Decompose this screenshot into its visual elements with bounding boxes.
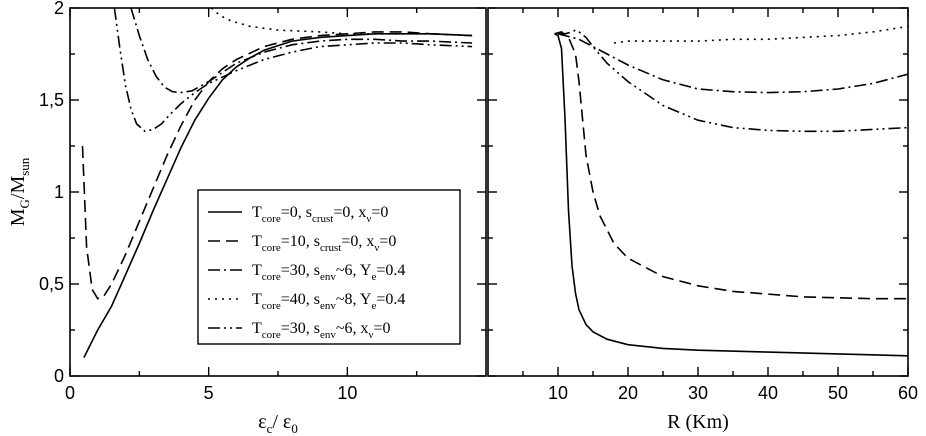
right-series-dotted [613,25,908,44]
right-x-tick-label: 10 [548,383,568,403]
left-y-tick-label: 0,5 [39,274,64,294]
left-x-tick-label: 10 [337,383,357,403]
right-frame [487,7,909,377]
legend-entry-dashed: Tcore=10, scrust=0, xν=0 [252,233,396,254]
legend-entry-dash-dot: Tcore=30, senv~6, Ye=0.4 [252,262,405,283]
legend-entry-solid: Tcore=0, scrust=0, xν=0 [252,204,388,225]
legend-entry-dotted: Tcore=40, senv~8, Ye=0.4 [252,291,405,312]
legend: Tcore=0, scrust=0, xν=0 Tcore=10, scrust=… [197,189,461,345]
right-x-tick-label: 40 [758,383,778,403]
left-series-dotted [210,8,473,37]
right-panel: 10 20 30 40 50 60 R (Km) [487,7,918,433]
left-x-axis-label: εc/ ε0 [258,411,298,436]
legend-entry-dash-dot-dot: Tcore=30, senv~6, xν=0 [252,320,391,341]
right-x-tick-label: 60 [898,383,918,403]
left-series-dash-dot [130,8,473,94]
left-series-dash-dot-dot [113,8,473,133]
right-x-tick-label: 50 [828,383,848,403]
left-y-tick-label: 0 [54,366,64,386]
left-panel: 0 5 10 0 0,5 1 1,5 2 εc/ ε0 MG/Msun [7,0,487,436]
right-x-tick-label: 20 [618,383,638,403]
left-y-tick-label: 2 [54,0,64,18]
right-series-dash-dot [557,33,908,94]
left-x-tick-label: 0 [65,383,75,403]
right-series-dash-dot-dot [558,29,908,133]
left-series-dashed [81,31,473,300]
right-series-group [554,25,908,357]
left-y-axis-label: MG/Msun [7,157,32,226]
right-series-dashed [554,31,908,300]
right-series-solid [554,33,908,357]
left-series-solid [83,33,473,358]
left-series-group [81,8,473,358]
legend-box [197,189,461,345]
left-y-tick-label: 1,5 [39,90,64,110]
right-x-tick-label: 30 [688,383,708,403]
left-x-tick-label: 5 [204,383,214,403]
right-x-axis-label: R (Km) [667,411,729,433]
left-y-tick-label: 1 [54,182,64,202]
